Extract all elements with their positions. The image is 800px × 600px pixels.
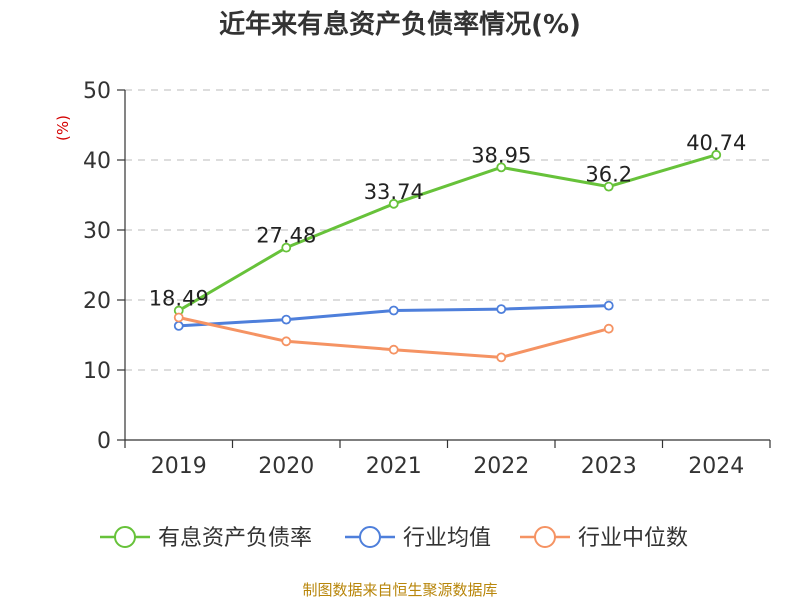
y-tick-label: 30	[83, 219, 111, 244]
legend-item-2: 行业中位数	[520, 526, 688, 551]
data-point	[281, 242, 292, 253]
x-tick-label: 2023	[581, 454, 637, 479]
legend-item-1: 行业均值	[345, 526, 491, 551]
legend: 有息资产负债率 行业均值 行业中位数	[100, 526, 688, 551]
series-lines	[173, 149, 722, 363]
data-point	[281, 336, 292, 347]
data-label: 27.48	[256, 224, 316, 248]
series-line-0	[177, 153, 717, 312]
x-tick-label: 2021	[366, 454, 422, 479]
legend-label: 有息资产负债率	[158, 526, 312, 551]
y-tick-label: 20	[83, 289, 111, 314]
y-tick-label: 40	[83, 149, 111, 174]
axes: 0 10 20 30 40 50 2019 2020 2021 2022 2023 2024	[83, 79, 771, 479]
data-point	[388, 344, 399, 355]
data-point	[496, 304, 507, 315]
legend-marker	[359, 526, 381, 548]
legend-label: 行业均值	[403, 526, 491, 551]
data-label: 38.95	[471, 143, 531, 167]
source-note: 制图数据来自恒生聚源数据库	[302, 581, 497, 599]
x-tick-label: 2019	[151, 454, 207, 479]
data-label: 40.74	[686, 131, 746, 155]
y-tick-label: 0	[97, 429, 111, 454]
data-labels: 18.49 27.48 33.74 38.95 36.2 40.74	[149, 131, 747, 311]
x-tick-label: 2020	[258, 454, 314, 479]
data-point	[603, 181, 614, 192]
data-point	[281, 314, 292, 325]
legend-marker	[534, 526, 556, 548]
data-point	[388, 198, 399, 209]
legend-item-0: 有息资产负债率	[100, 526, 312, 551]
y-axis-unit-label: (%)	[54, 115, 72, 141]
data-point	[711, 149, 722, 160]
data-point	[496, 352, 507, 363]
legend-marker	[114, 526, 136, 548]
data-label: 36.2	[585, 163, 632, 187]
data-point	[496, 162, 507, 173]
y-tick-label: 10	[83, 359, 111, 384]
chart-title: 近年来有息资产负债率情况(%)	[219, 9, 581, 40]
x-tick-label: 2024	[688, 454, 744, 479]
y-tick-label: 50	[83, 79, 111, 104]
x-tick-label: 2022	[473, 454, 529, 479]
grid-lines	[125, 89, 770, 371]
data-point	[173, 320, 184, 331]
data-label: 33.74	[364, 180, 424, 204]
data-point	[603, 300, 614, 311]
legend-label: 行业中位数	[578, 526, 688, 551]
data-point	[603, 323, 614, 334]
data-point	[388, 305, 399, 316]
data-label: 18.49	[149, 287, 209, 311]
data-point	[173, 312, 184, 323]
